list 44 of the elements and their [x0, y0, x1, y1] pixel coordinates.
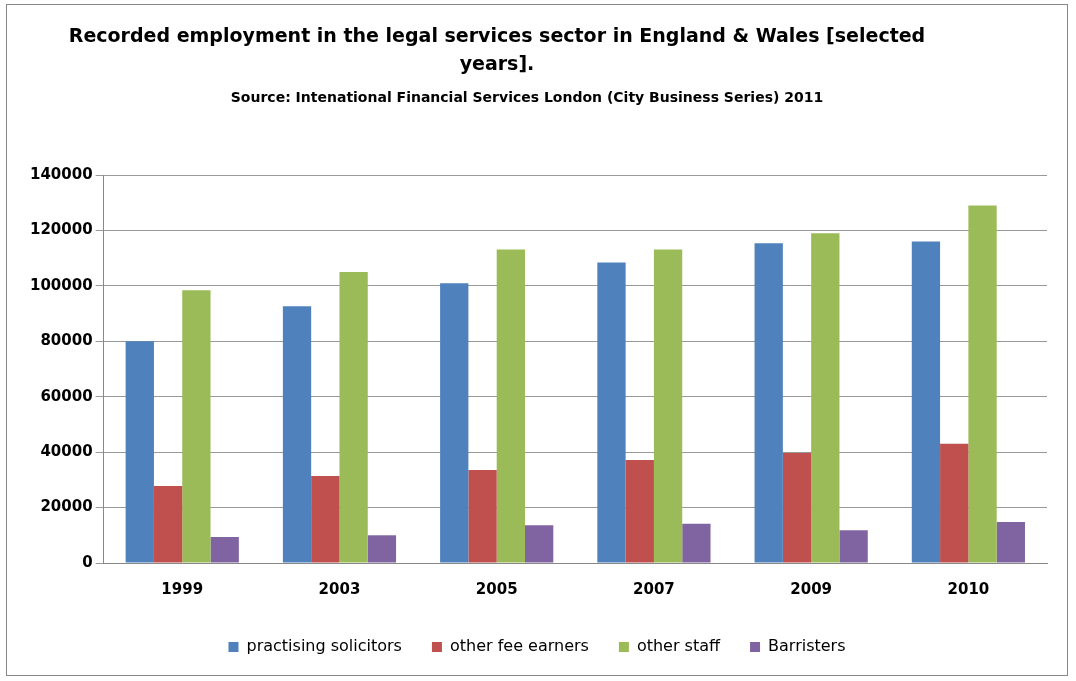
y-tick-label: 80000 [40, 331, 93, 350]
x-tick-label: 2009 [790, 579, 833, 598]
bar [782, 452, 812, 563]
x-tick-label: 2005 [475, 579, 518, 598]
legend-label: practising solicitors [246, 636, 402, 656]
bar [625, 459, 654, 563]
legend-label: other staff [636, 636, 722, 656]
legend-label: other fee earners [449, 636, 589, 656]
y-tick-label: 20000 [40, 497, 93, 516]
y-tick-label: 120000 [30, 220, 93, 239]
chart-title: Recorded employment in the legal services sector in England & Wales [selected years]. [67, 23, 927, 76]
bar [597, 262, 626, 563]
bar [182, 290, 211, 563]
x-tick-label: 2007 [633, 579, 675, 598]
bar [811, 233, 840, 563]
bar [525, 525, 554, 563]
bar [940, 443, 969, 563]
bar [653, 249, 683, 563]
bar [282, 306, 312, 563]
y-tick-label: 100000 [30, 275, 93, 294]
bar [839, 530, 868, 563]
x-tick-label: 2010 [947, 579, 990, 598]
bar [968, 205, 997, 563]
bar [496, 249, 525, 563]
bar [468, 469, 497, 563]
bar [911, 241, 941, 563]
x-tick-label: 1999 [161, 579, 204, 598]
bar [339, 272, 368, 563]
bar [311, 475, 340, 563]
bar [440, 283, 469, 563]
bar [367, 535, 397, 563]
legend-label: Barristers [768, 636, 846, 656]
y-tick-label: 60000 [40, 386, 93, 405]
bar [754, 243, 783, 563]
bar [682, 523, 711, 563]
y-tick-label: 0 [82, 552, 93, 571]
y-tick-label: 40000 [40, 442, 93, 461]
bar [996, 521, 1025, 563]
bar [153, 485, 183, 563]
x-tick-label: 2003 [318, 579, 361, 598]
bar [125, 341, 154, 563]
chart-subtitle: Source: Intenational Financial Services London (City Business Series) 2011 [229, 89, 825, 105]
y-tick-label: 140000 [30, 164, 93, 183]
bar [210, 536, 239, 563]
